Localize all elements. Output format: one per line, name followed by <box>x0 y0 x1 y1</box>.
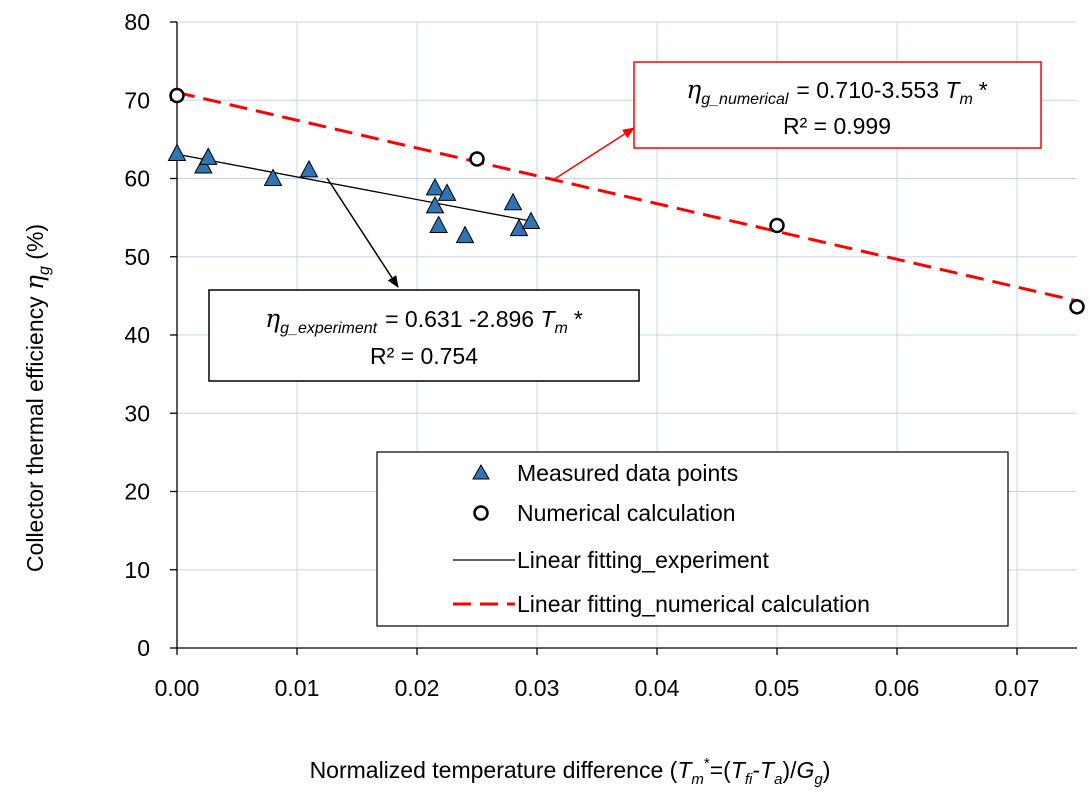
legend-label-fit-numerical: Linear fitting_numerical calculation <box>517 591 870 617</box>
y-tick-label: 60 <box>124 166 150 192</box>
numerical-point <box>469 151 485 167</box>
y-tick-label: 40 <box>124 322 150 348</box>
tick-labels: 0 10 20 30 40 50 60 70 80 0.00 0.01 0.02 0.03 0.04 0.0… <box>124 9 1039 701</box>
measured-point <box>263 168 283 186</box>
legend-item-measured: Measured data points <box>472 460 738 486</box>
legend-box <box>376 451 1009 627</box>
x-tick-label: 0.04 <box>635 675 680 701</box>
numerical-point <box>1069 299 1085 315</box>
measured-point <box>437 183 457 201</box>
numerical-r2: R² = 0.999 <box>783 113 891 139</box>
numerical-annotation-arrow <box>552 127 635 181</box>
fit-lines <box>176 90 1078 303</box>
numerical-annotation-box <box>633 61 1042 149</box>
numerical-point <box>769 217 785 234</box>
measured-point <box>521 211 541 230</box>
measured-point <box>299 159 319 178</box>
experiment-r2: R² = 0.754 <box>370 343 478 369</box>
y-tick-label: 0 <box>137 635 150 661</box>
measured-point <box>429 215 448 233</box>
measured-point <box>425 195 445 214</box>
measured-point <box>455 225 475 244</box>
experiment-equation: ηg_experiment = 0.631 -2.896 Tm * <box>265 304 583 337</box>
data-points <box>167 87 1085 315</box>
x-axis-label: Normalized temperature difference (Tm*=(… <box>310 755 831 788</box>
measured-point <box>194 155 213 174</box>
legend-item-numerical: Numerical calculation <box>473 500 736 526</box>
y-tick-label: 50 <box>124 244 150 270</box>
measured-point <box>198 147 218 165</box>
y-axis-label: Collector thermal efficiency ηg (%) <box>20 224 53 572</box>
y-tick-label: 70 <box>124 87 150 113</box>
x-tick-label: 0.02 <box>395 675 440 701</box>
y-tick-label: 80 <box>124 9 150 35</box>
measured-point <box>167 143 187 161</box>
legend-circle-icon <box>473 505 489 521</box>
legend-item-fit-numerical: Linear fitting_numerical calculation <box>453 591 870 617</box>
measured-point <box>503 192 523 211</box>
x-tick-label: 0.01 <box>275 675 320 701</box>
legend: Measured data points Numerical calculati… <box>376 451 1009 627</box>
y-tick-label: 30 <box>124 400 150 426</box>
numerical-point <box>169 87 185 104</box>
y-tick-label: 10 <box>124 557 150 583</box>
legend-item-fit-experiment: Linear fitting_experiment <box>453 547 769 573</box>
legend-label-numerical: Numerical calculation <box>517 500 736 526</box>
y-tick-label: 20 <box>124 479 150 505</box>
legend-label-fit-experiment: Linear fitting_experiment <box>517 547 769 573</box>
experiment-fit-annotation: ηg_experiment = 0.631 -2.896 Tm * R² = 0.7… <box>208 289 640 382</box>
numerical-fit-annotation: ηg_numerical = 0.710-3.553 Tm * R² = 0.999 <box>633 61 1042 149</box>
x-tick-label: 0.05 <box>755 675 800 701</box>
x-tick-label: 0.06 <box>875 675 920 701</box>
x-tick-label: 0.03 <box>515 675 560 701</box>
x-tick-label: 0.07 <box>995 675 1040 701</box>
measured-point <box>425 177 445 196</box>
legend-triangle-icon <box>472 463 490 480</box>
numerical-equation: ηg_numerical = 0.710-3.553 Tm * <box>686 75 988 108</box>
x-tick-label: 0.00 <box>155 675 200 701</box>
experiment-annotation-arrow <box>326 177 399 288</box>
legend-label-measured: Measured data points <box>517 460 738 486</box>
fit-line-experiment <box>176 153 532 222</box>
fit-line-numerical <box>176 90 1078 303</box>
experiment-annotation-box <box>208 289 640 382</box>
